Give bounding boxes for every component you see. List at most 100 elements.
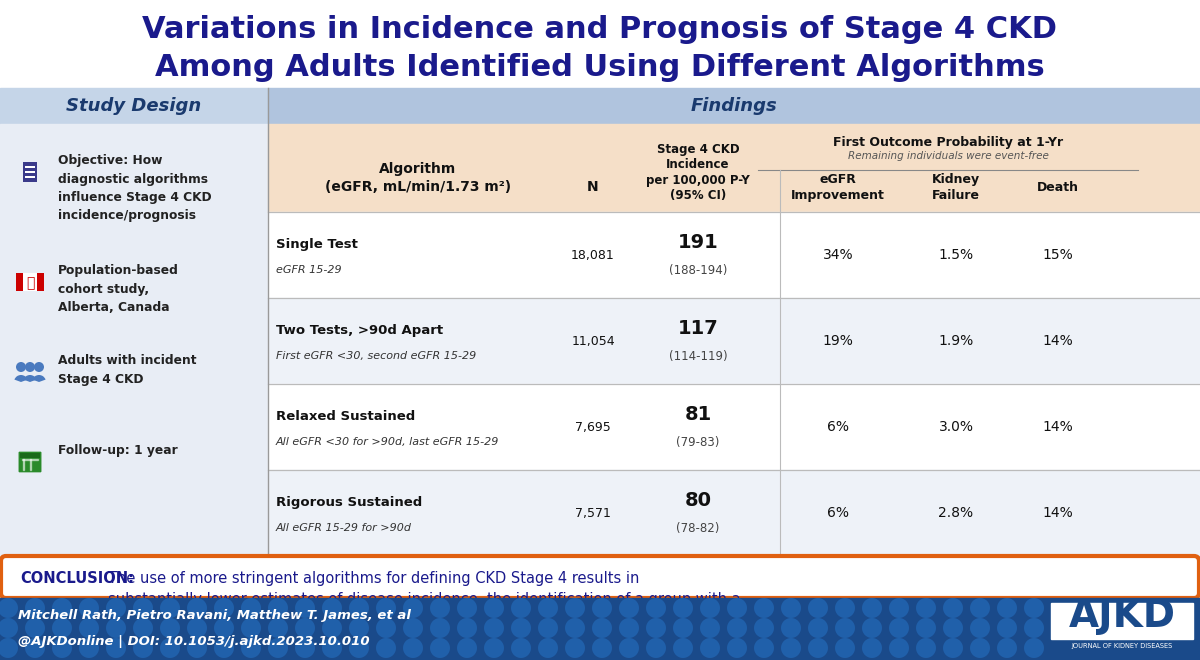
Circle shape [25, 618, 46, 638]
Circle shape [754, 618, 774, 638]
Text: Death: Death [1037, 181, 1079, 194]
Text: 6%: 6% [827, 506, 850, 520]
Text: Two Tests, >90d Apart: Two Tests, >90d Apart [276, 324, 443, 337]
Bar [0, 124, 268, 598]
Circle shape [619, 618, 640, 638]
Circle shape [673, 638, 694, 658]
Text: 7,695: 7,695 [575, 420, 611, 434]
Text: Remaining individuals were event-free: Remaining individuals were event-free [847, 151, 1049, 161]
Circle shape [538, 618, 558, 638]
Text: 1.5%: 1.5% [938, 248, 973, 262]
Text: 15%: 15% [1043, 248, 1073, 262]
Circle shape [25, 362, 35, 372]
Circle shape [457, 618, 478, 638]
Bar [268, 212, 1200, 298]
Circle shape [835, 638, 854, 658]
Bar [16, 273, 23, 291]
Bar [268, 124, 1200, 212]
Circle shape [376, 618, 396, 638]
Circle shape [700, 598, 720, 618]
Circle shape [862, 598, 882, 618]
Text: Stage 4 CKD
Incidence
per 100,000 P-Y
(95% CI): Stage 4 CKD Incidence per 100,000 P-Y (9… [646, 143, 750, 202]
Bar [25, 171, 35, 173]
Text: 14%: 14% [1043, 334, 1073, 348]
Circle shape [52, 598, 72, 618]
Circle shape [646, 618, 666, 638]
Text: Kidney
Failure: Kidney Failure [932, 173, 980, 202]
Circle shape [106, 598, 126, 618]
Text: 7,571: 7,571 [575, 506, 611, 519]
Circle shape [241, 618, 262, 638]
Circle shape [16, 362, 26, 372]
Circle shape [52, 638, 72, 658]
Circle shape [457, 638, 478, 658]
Circle shape [754, 638, 774, 658]
Text: N: N [587, 180, 599, 194]
Circle shape [214, 598, 234, 618]
Circle shape [214, 638, 234, 658]
Bar [268, 88, 1200, 124]
Text: 1.9%: 1.9% [938, 334, 973, 348]
Circle shape [916, 638, 936, 658]
Circle shape [727, 618, 746, 638]
Circle shape [808, 598, 828, 618]
Bar [268, 298, 1200, 384]
Bar [25, 166, 35, 168]
Circle shape [808, 638, 828, 658]
Text: Variations in Incidence and Prognosis of Stage 4 CKD: Variations in Incidence and Prognosis of… [143, 15, 1057, 44]
Circle shape [754, 598, 774, 618]
Circle shape [430, 598, 450, 618]
Circle shape [160, 638, 180, 658]
Text: Mitchell Rath, Pietro Ravani, Matthew T. James, et al: Mitchell Rath, Pietro Ravani, Matthew T.… [18, 609, 410, 622]
Circle shape [133, 598, 154, 618]
Circle shape [997, 638, 1018, 658]
Circle shape [835, 598, 854, 618]
Bar [22, 459, 38, 460]
Circle shape [403, 638, 424, 658]
Text: Study Design: Study Design [66, 97, 202, 115]
Circle shape [79, 598, 98, 618]
Text: Among Adults Identified Using Different Algorithms: Among Adults Identified Using Different … [155, 53, 1045, 82]
Circle shape [25, 638, 46, 658]
Text: 3.0%: 3.0% [938, 420, 973, 434]
Circle shape [970, 598, 990, 618]
Circle shape [1024, 598, 1044, 618]
Circle shape [376, 598, 396, 618]
Circle shape [727, 598, 746, 618]
Circle shape [538, 638, 558, 658]
Bar [23, 273, 37, 291]
Circle shape [295, 598, 314, 618]
Circle shape [727, 638, 746, 658]
Bar [268, 470, 1200, 556]
Text: All eGFR <30 for >90d, last eGFR 15-29: All eGFR <30 for >90d, last eGFR 15-29 [276, 438, 499, 447]
Circle shape [34, 362, 44, 372]
Text: 18,081: 18,081 [571, 249, 614, 261]
Bar [0, 88, 268, 124]
Circle shape [565, 618, 586, 638]
Circle shape [673, 598, 694, 618]
Circle shape [1024, 638, 1044, 658]
Text: (114-119): (114-119) [668, 350, 727, 363]
Bar [19, 453, 41, 458]
Circle shape [970, 618, 990, 638]
Circle shape [214, 618, 234, 638]
Circle shape [376, 638, 396, 658]
Text: eGFR
Improvement: eGFR Improvement [791, 173, 884, 202]
Circle shape [592, 598, 612, 618]
Circle shape [808, 618, 828, 638]
Circle shape [268, 618, 288, 638]
Circle shape [0, 638, 18, 658]
Circle shape [349, 618, 370, 638]
Circle shape [25, 598, 46, 618]
Text: Adults with incident
Stage 4 CKD: Adults with incident Stage 4 CKD [58, 354, 197, 385]
Circle shape [889, 598, 910, 618]
Circle shape [700, 618, 720, 638]
Circle shape [295, 618, 314, 638]
Text: Findings: Findings [691, 97, 778, 115]
Text: 14%: 14% [1043, 420, 1073, 434]
Circle shape [0, 598, 18, 618]
Bar [37, 273, 44, 291]
Circle shape [592, 638, 612, 658]
Circle shape [52, 618, 72, 638]
Circle shape [700, 638, 720, 658]
